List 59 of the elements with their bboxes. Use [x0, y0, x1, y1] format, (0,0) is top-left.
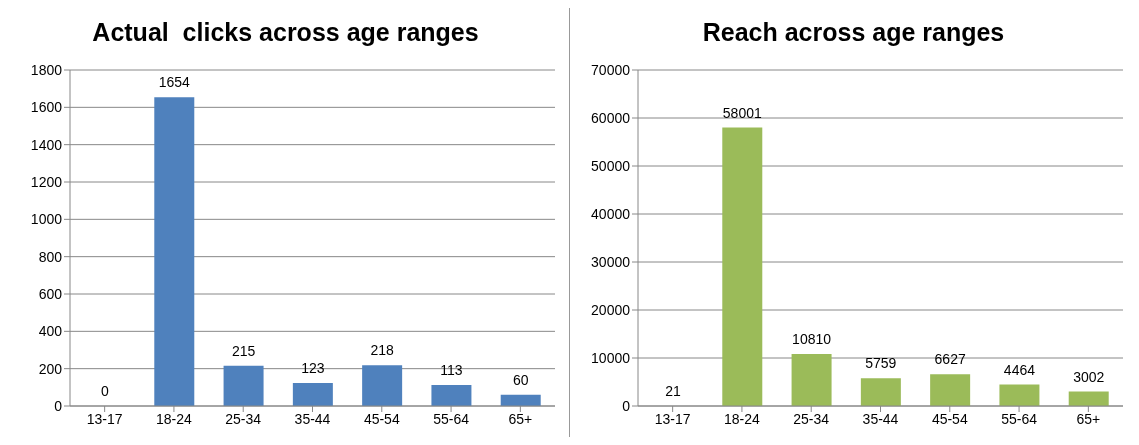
- chart-title: Reach across age ranges: [701, 17, 1006, 48]
- data-label: 113: [440, 361, 463, 378]
- data-label: 218: [370, 342, 395, 359]
- x-tick-label: 13-17: [654, 410, 691, 427]
- x-tick-label: 25-34: [225, 410, 262, 427]
- x-tick-label: 18-24: [156, 410, 193, 427]
- data-label: 4464: [1003, 361, 1036, 378]
- x-tick-label: 65+: [1076, 410, 1101, 427]
- y-tick-label: 0: [54, 397, 63, 414]
- bar: [362, 365, 403, 406]
- data-label: 60: [512, 371, 529, 388]
- y-tick-label: 600: [38, 285, 63, 302]
- y-tick-label: 1400: [30, 136, 63, 153]
- bar: [999, 384, 1040, 406]
- y-tick-label: 30000: [591, 253, 631, 270]
- data-label: 5759: [865, 355, 897, 372]
- y-tick-label: 10000: [591, 349, 631, 366]
- y-tick-label: 1600: [30, 99, 63, 116]
- x-tick-label: 35-44: [862, 410, 899, 427]
- y-tick-label: 1200: [30, 173, 63, 190]
- y-tick-label: 20000: [591, 301, 631, 318]
- y-tick-label: 50000: [591, 157, 631, 174]
- y-tick-label: 0: [622, 397, 631, 414]
- x-tick-label: 18-24: [724, 410, 761, 427]
- y-tick-label: 400: [38, 323, 63, 340]
- x-tick-label: 13-17: [86, 410, 123, 427]
- data-label: 21: [665, 382, 681, 399]
- x-tick-label: 55-64: [1001, 410, 1038, 427]
- y-tick-label: 200: [38, 360, 63, 377]
- x-tick-label: 65+: [508, 410, 533, 427]
- y-tick-label: 70000: [591, 61, 631, 78]
- data-label: 6627: [934, 351, 966, 368]
- bar: [722, 127, 763, 406]
- data-label: 123: [301, 360, 325, 377]
- bar: [930, 374, 971, 406]
- chart-title: Actual clicks across age ranges: [91, 17, 480, 48]
- bar: [292, 383, 333, 406]
- data-label: 215: [231, 342, 256, 359]
- y-tick-label: 1800: [30, 61, 63, 78]
- y-tick-label: 60000: [591, 109, 631, 126]
- bar: [791, 354, 832, 406]
- data-label: 58001: [722, 104, 762, 121]
- bar: [154, 97, 195, 406]
- y-tick-label: 40000: [591, 205, 631, 222]
- x-tick-label: 45-54: [363, 410, 400, 427]
- x-tick-label: 55-64: [433, 410, 470, 427]
- data-label: 10810: [792, 331, 832, 348]
- data-label: 0: [101, 382, 110, 399]
- data-label: 3002: [1073, 368, 1105, 385]
- y-tick-label: 800: [38, 248, 63, 265]
- bar: [223, 365, 264, 406]
- x-tick-label: 25-34: [793, 410, 830, 427]
- x-tick-label: 45-54: [931, 410, 968, 427]
- bar: [860, 378, 901, 406]
- x-tick-label: 35-44: [294, 410, 331, 427]
- data-label: 1654: [158, 74, 191, 91]
- bar: [431, 384, 472, 406]
- y-tick-label: 1000: [30, 211, 63, 228]
- bar: [1068, 391, 1109, 406]
